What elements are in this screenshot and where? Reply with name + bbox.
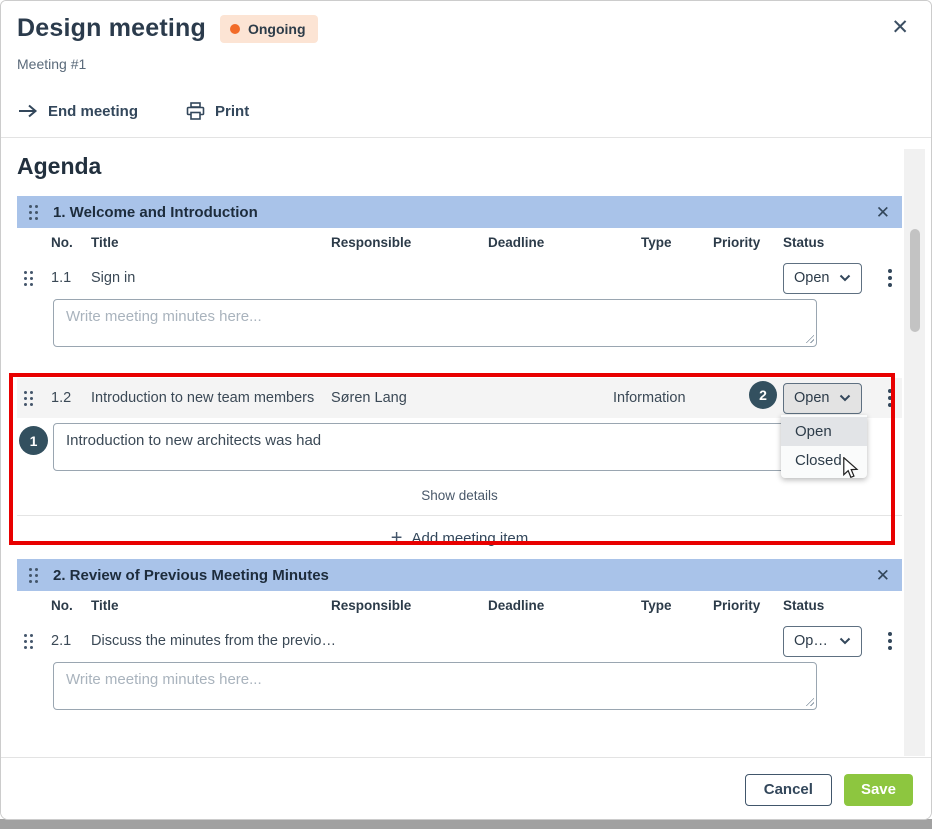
col-status: Status	[783, 234, 825, 250]
arrow-right-icon	[18, 104, 38, 118]
agenda-section-1: 1. Welcome and Introduction ✕ No. Title …	[17, 196, 902, 558]
drag-handle-icon[interactable]	[24, 270, 51, 286]
end-meeting-label: End meeting	[48, 102, 139, 120]
status-value: Op…	[794, 633, 828, 649]
print-label: Print	[215, 102, 250, 120]
section-1-close-icon[interactable]: ✕	[875, 202, 890, 222]
plus-icon: +	[390, 527, 403, 549]
item-type: Information	[613, 390, 686, 406]
agenda-scroll-area: Agenda 1. Welcome and Introduction ✕ No.…	[1, 139, 931, 756]
item-no: 2.1	[51, 633, 72, 649]
annotation-step-badge-1: 1	[19, 426, 48, 455]
item-responsible: Søren Lang	[331, 390, 407, 406]
col-deadline: Deadline	[488, 597, 545, 613]
close-icon[interactable]: ✕	[891, 16, 909, 39]
minutes-textarea-1-1[interactable]	[53, 299, 817, 347]
minutes-textarea-2-1[interactable]	[53, 662, 817, 710]
chevron-down-icon	[839, 274, 851, 282]
add-meeting-item-button[interactable]: + Add meeting item	[17, 516, 902, 558]
status-dropdown-menu: Open Closed	[781, 415, 867, 478]
annotation-step-badge-2: 2	[749, 381, 777, 409]
col-title: Title	[91, 234, 119, 250]
save-button[interactable]: Save	[843, 773, 913, 806]
item-title: Introduction to new team members	[91, 390, 315, 406]
modal-header: Design meeting Ongoing ✕ Meeting #1 End …	[1, 1, 931, 138]
col-title: Title	[91, 597, 119, 613]
item-title: Sign in	[91, 270, 136, 286]
section-1-header[interactable]: 1. Welcome and Introduction ✕	[17, 196, 902, 228]
drag-handle-icon[interactable]	[24, 390, 51, 406]
item-title: Discuss the minutes from the previo…	[91, 633, 336, 649]
header-actions: End meeting Print	[18, 102, 249, 120]
show-details-link[interactable]: Show details	[421, 488, 498, 503]
col-priority: Priority	[713, 234, 761, 250]
section-2-header[interactable]: 2. Review of Previous Meeting Minutes ✕	[17, 559, 902, 591]
minutes-row	[17, 297, 902, 356]
table-header-row: No. Title Responsible Deadline Type Prio…	[17, 591, 902, 619]
item-no: 1.1	[51, 270, 72, 286]
item-no: 1.2	[51, 390, 72, 406]
minutes-row	[17, 660, 902, 719]
divider	[17, 515, 902, 516]
section-2-title: 2. Review of Previous Meeting Minutes	[53, 566, 329, 584]
status-dot-icon	[229, 23, 240, 34]
printer-icon	[186, 102, 205, 120]
section-2-close-icon[interactable]: ✕	[875, 565, 890, 585]
table-header-row: No. Title Responsible Deadline Type Prio…	[17, 228, 902, 256]
dropdown-option-open[interactable]: Open	[781, 417, 867, 446]
drag-handle-icon[interactable]	[29, 204, 38, 220]
minutes-textarea-1-2[interactable]: Introduction to new architects was had	[53, 423, 817, 471]
status-badge-label: Ongoing	[247, 20, 306, 37]
col-type: Type	[641, 234, 672, 250]
status-dropdown-button-open[interactable]: Open	[783, 382, 862, 414]
meeting-subtitle: Meeting #1	[17, 56, 87, 72]
col-deadline: Deadline	[488, 234, 545, 250]
status-value: Open	[794, 270, 830, 286]
col-responsible: Responsible	[331, 234, 412, 250]
chevron-down-icon	[839, 637, 851, 645]
drag-handle-icon[interactable]	[29, 567, 38, 583]
cancel-button[interactable]: Cancel	[744, 773, 832, 806]
col-no: No.	[51, 234, 73, 250]
end-meeting-button[interactable]: End meeting	[18, 102, 138, 120]
chevron-down-icon	[839, 394, 851, 402]
status-badge: Ongoing	[219, 14, 318, 43]
kebab-menu-icon[interactable]	[878, 385, 902, 411]
scrollbar-thumb[interactable]	[910, 229, 920, 332]
dropdown-option-closed[interactable]: Closed	[795, 452, 842, 469]
page-backdrop	[0, 819, 932, 829]
section-1-title: 1. Welcome and Introduction	[53, 203, 258, 221]
modal-footer: Cancel Save	[1, 757, 931, 819]
col-priority: Priority	[713, 597, 761, 613]
agenda-heading: Agenda	[17, 153, 102, 179]
col-responsible: Responsible	[331, 597, 412, 613]
page-title: Design meeting	[17, 14, 206, 42]
col-type: Type	[641, 597, 672, 613]
table-row-2-1: 2.1 Discuss the minutes from the previo……	[17, 622, 902, 660]
print-button[interactable]: Print	[186, 102, 249, 120]
drag-handle-icon[interactable]	[24, 633, 51, 649]
kebab-menu-icon[interactable]	[878, 628, 902, 654]
table-row-1-1: 1.1 Sign in Open	[17, 259, 902, 297]
status-value: Open	[794, 390, 830, 406]
kebab-menu-icon[interactable]	[878, 265, 902, 291]
status-dropdown-button[interactable]: Op…	[783, 625, 862, 657]
col-status: Status	[783, 597, 825, 613]
add-meeting-item-label: Add meeting item	[411, 529, 529, 547]
col-no: No.	[51, 597, 73, 613]
agenda-section-2: 2. Review of Previous Meeting Minutes ✕ …	[17, 559, 902, 719]
status-dropdown-button[interactable]: Open	[783, 262, 862, 294]
minutes-row: Introduction to new architects was had	[17, 418, 902, 480]
